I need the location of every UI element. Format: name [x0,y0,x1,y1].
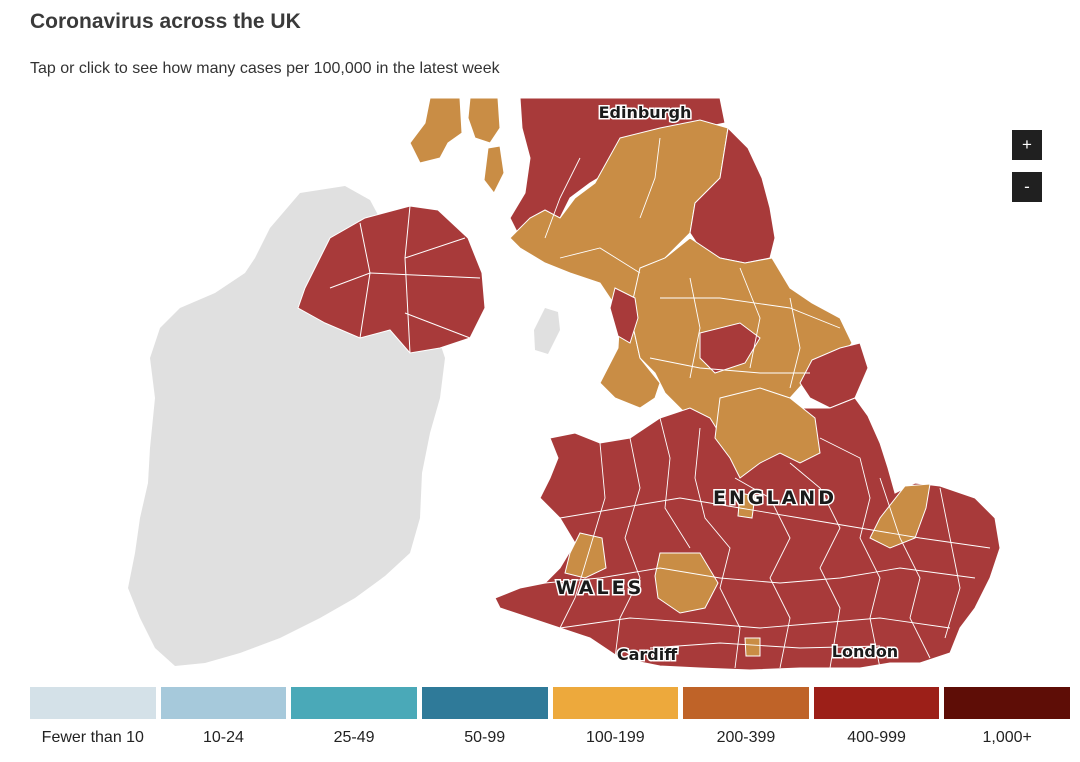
legend-label: 50-99 [464,729,506,746]
legend-label: 10-24 [202,729,244,746]
northern-ireland-boundaries [329,205,481,354]
arran-orange[interactable] [483,145,505,194]
legend-item: 10-24 [160,687,287,747]
legend-label: Fewer than 10 [41,729,144,746]
legend-item: 200-399 [683,687,809,747]
cumbria-coast-red[interactable] [609,287,639,344]
wales-west-orange[interactable] [564,532,607,579]
east-midlands-orange[interactable] [714,387,821,479]
legend-swatch [421,687,548,719]
legend-item: 25-49 [291,687,417,747]
legend-label: 25-49 [333,729,375,746]
legend-swatch [160,687,287,719]
legend-item: 400-999 [813,687,940,747]
legend-label: 1,000+ [982,729,1032,746]
legend-item: 100-199 [552,687,679,747]
legend-item: Fewer than 10 [30,687,156,747]
zoom-in-button[interactable]: + [1012,130,1042,160]
legend-label: 200-399 [716,729,776,746]
scotland-west-coast-orange[interactable] [409,98,463,164]
scotland-island-orange[interactable] [467,98,501,144]
london-orange-small[interactable] [744,637,761,657]
powys-orange[interactable] [654,552,719,614]
legend-swatch [552,687,679,719]
legend-item: 50-99 [421,687,548,747]
edinburgh-label: Edinburgh [599,103,692,122]
wales-label: WALES [556,577,645,599]
page-subtitle: Tap or click to see how many cases per 1… [30,60,500,77]
legend-label: 100-199 [585,729,645,746]
legend-item: 1,000+ [944,687,1070,747]
london-label: London [832,642,898,661]
legend-swatch [944,687,1070,719]
page-title: Coronavirus across the UK [30,10,301,33]
england-label: ENGLAND [713,487,837,509]
midlands-orange-small[interactable] [737,492,756,519]
uk-map[interactable]: Edinburgh ENGLAND WALES Cardiff London [0,98,1080,673]
legend-label: 400-999 [847,729,906,746]
legend-swatch [813,687,940,719]
legend-swatch [291,687,417,719]
legend-swatch [30,687,156,719]
legend: Fewer than 10 10-24 25-49 50-99 100-199 … [30,687,1070,747]
cardiff-label: Cardiff [617,645,678,664]
zoom-out-button[interactable]: - [1012,172,1042,202]
legend-swatch [683,687,809,719]
district-boundaries [544,137,991,669]
lancashire-red[interactable] [699,322,761,374]
isle-of-man [534,308,560,354]
